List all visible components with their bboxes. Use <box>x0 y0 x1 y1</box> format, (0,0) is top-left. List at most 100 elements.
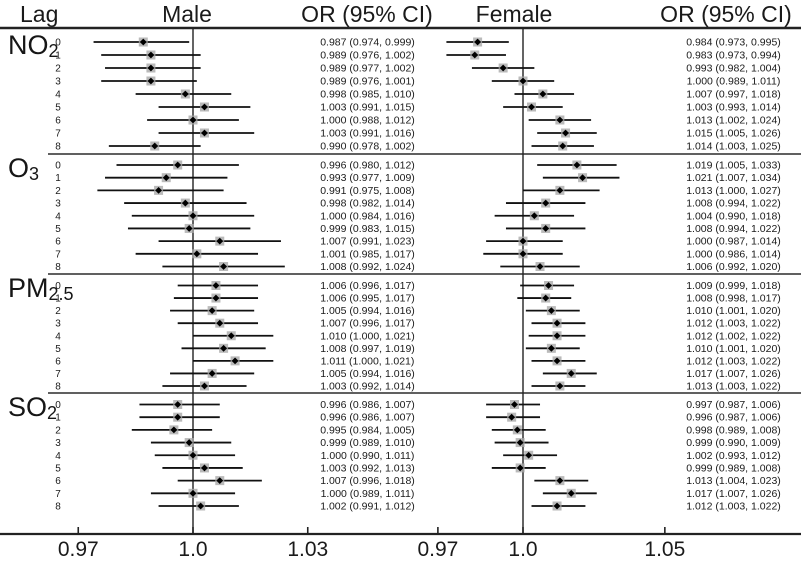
lag-label: 5 <box>55 103 61 114</box>
or-ci-label: 1.012 (1.002, 1.022) <box>686 330 781 342</box>
or-ci-label: 1.009 (0.999, 1.018) <box>686 280 781 292</box>
marker-point <box>471 51 479 59</box>
or-ci-label: 1.007 (0.996, 1.018) <box>320 475 415 487</box>
or-ci-label: 1.010 (1.000, 1.021) <box>320 330 415 342</box>
or-ci-label: 1.013 (1.000, 1.027) <box>686 185 781 197</box>
marker-point <box>139 38 147 46</box>
or-ci-label: 1.012 (1.003, 1.022) <box>686 355 781 367</box>
lag-label: 1 <box>55 51 61 62</box>
or-ci-label: 0.984 (0.973, 0.995) <box>686 37 781 49</box>
marker-point <box>162 174 170 182</box>
lag-label: 4 <box>55 90 61 101</box>
lag-label: 5 <box>55 344 61 355</box>
or-ci-label: 0.996 (0.986, 1.007) <box>320 412 415 424</box>
or-ci-label: 0.999 (0.990, 1.009) <box>686 437 781 449</box>
marker-point <box>511 401 518 408</box>
marker-point <box>155 186 162 194</box>
marker-point <box>174 413 182 421</box>
or-ci-label: 0.996 (0.986, 1.007) <box>320 399 415 411</box>
marker-point <box>519 237 527 245</box>
axis-tick-label: 1.0 <box>178 538 207 561</box>
lag-label: 8 <box>55 142 61 153</box>
marker-point <box>170 426 178 434</box>
or-ci-label: 0.989 (0.976, 1.002) <box>320 50 415 62</box>
or-ci-label: 1.008 (0.994, 1.022) <box>686 198 781 210</box>
lag-label: 8 <box>55 262 61 273</box>
column-header-or-ci-male: OR (95% CI) <box>301 1 433 27</box>
or-ci-label: 0.993 (0.982, 1.004) <box>686 63 781 75</box>
axis-tick-label: 1.03 <box>287 538 328 561</box>
marker-point <box>147 77 155 85</box>
marker-point <box>525 451 533 459</box>
marker-point <box>539 90 547 98</box>
marker-point <box>536 263 544 270</box>
lag-label: 5 <box>55 463 61 474</box>
or-ci-label: 0.999 (0.983, 1.015) <box>320 223 415 235</box>
marker-point <box>530 212 538 220</box>
group-label-no2: NO2 <box>8 30 59 62</box>
axis-tick-label: 1.0 <box>508 538 537 561</box>
or-ci-label: 0.993 (0.977, 1.009) <box>320 172 415 184</box>
or-ci-label: 1.000 (0.987, 1.014) <box>686 236 781 248</box>
marker-point <box>508 413 516 421</box>
marker-point <box>189 212 197 220</box>
marker-point <box>573 161 581 169</box>
or-ci-label: 1.021 (1.007, 1.034) <box>686 172 781 184</box>
marker-point <box>216 477 224 485</box>
or-ci-label: 1.003 (0.992, 1.014) <box>320 381 415 393</box>
or-ci-label: 1.002 (0.991, 1.012) <box>320 501 415 513</box>
or-ci-label: 1.008 (0.992, 1.024) <box>320 261 415 273</box>
marker-point <box>519 77 527 85</box>
or-ci-label: 1.007 (0.997, 1.018) <box>686 89 781 101</box>
or-ci-label: 1.005 (0.994, 1.016) <box>320 368 415 380</box>
marker-point <box>220 344 227 352</box>
marker-point <box>559 142 567 150</box>
or-ci-label: 1.005 (0.994, 1.016) <box>320 305 415 317</box>
or-ci-label: 1.010 (1.001, 1.020) <box>686 343 781 355</box>
lag-label: 2 <box>55 186 61 197</box>
or-ci-label: 1.001 (0.985, 1.017) <box>320 248 415 260</box>
lag-label: 1 <box>55 173 61 184</box>
marker-point <box>181 90 189 98</box>
or-ci-label: 1.007 (0.996, 1.017) <box>320 318 415 330</box>
marker-point <box>189 451 197 459</box>
group-label-pm25: PM2.5 <box>8 273 74 305</box>
marker-point <box>516 439 524 446</box>
lag-label: 0 <box>55 38 61 49</box>
lag-label: 4 <box>55 211 61 222</box>
marker-point <box>516 464 524 472</box>
marker-point <box>474 38 482 46</box>
or-ci-label: 1.013 (1.004, 1.023) <box>686 475 781 487</box>
marker-point <box>201 103 208 111</box>
or-ci-label: 1.003 (0.992, 1.013) <box>320 462 415 474</box>
or-ci-label: 0.998 (0.985, 1.010) <box>320 89 415 101</box>
marker-point <box>499 64 507 72</box>
lag-label: 6 <box>55 476 61 487</box>
or-ci-label: 1.012 (1.003, 1.022) <box>686 501 781 513</box>
lag-label: 0 <box>55 400 61 411</box>
group-label-so2: SO2 <box>8 392 58 424</box>
column-header-lag: Lag <box>20 1 59 27</box>
or-ci-label: 1.008 (0.994, 1.022) <box>686 223 781 235</box>
or-ci-label: 0.987 (0.974, 0.999) <box>320 37 415 49</box>
marker-point <box>547 307 555 315</box>
or-ci-label: 1.008 (0.998, 1.017) <box>686 293 781 305</box>
marker-point <box>220 263 227 270</box>
or-ci-label: 1.003 (0.991, 1.015) <box>320 102 415 114</box>
axis-tick-label: 1.05 <box>644 538 685 561</box>
marker-point <box>553 332 561 340</box>
marker-point <box>201 382 208 390</box>
marker-point <box>528 103 535 111</box>
lag-label: 7 <box>55 129 61 140</box>
or-ci-label: 0.998 (0.989, 1.008) <box>686 424 781 436</box>
or-ci-label: 0.989 (0.976, 1.001) <box>320 76 415 88</box>
lag-label: 8 <box>55 382 61 393</box>
marker-point <box>542 199 550 207</box>
group-label-o3: O3 <box>8 153 40 185</box>
marker-point <box>556 186 564 194</box>
marker-point <box>227 332 235 340</box>
marker-point <box>147 64 155 72</box>
axis-tick-label: 0.97 <box>58 538 99 561</box>
